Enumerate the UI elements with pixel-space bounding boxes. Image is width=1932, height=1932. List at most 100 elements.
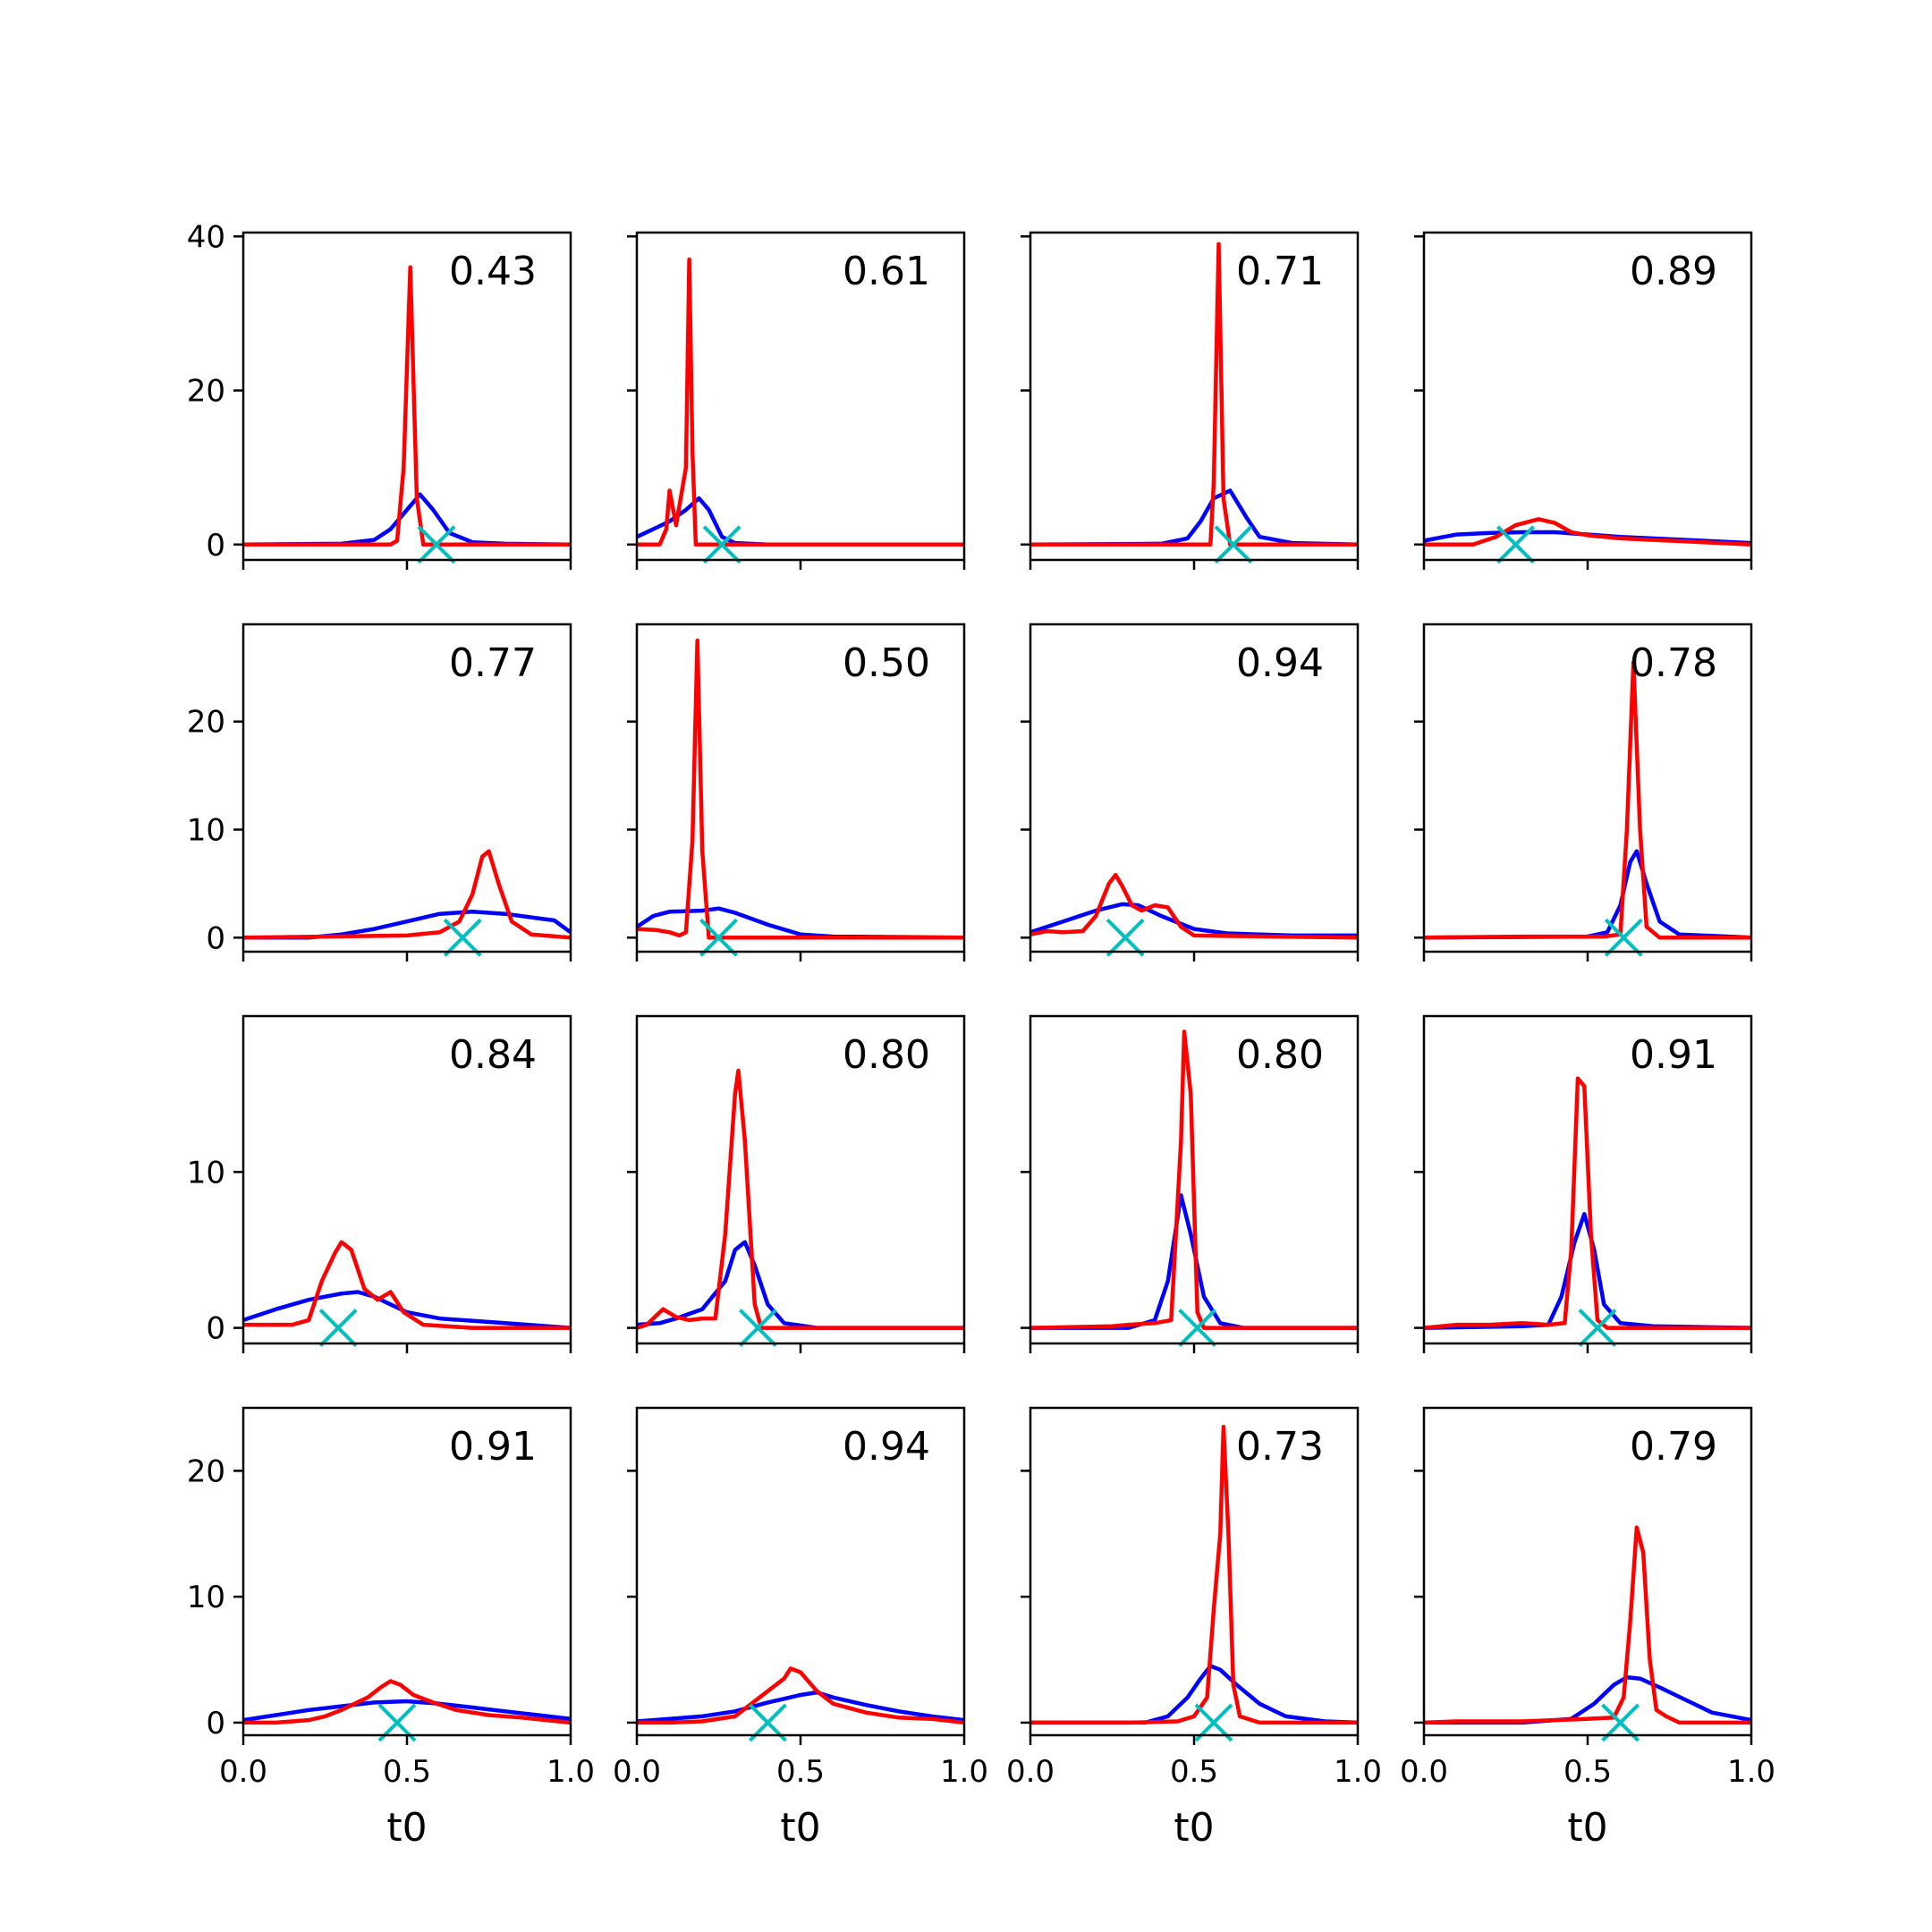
subplot-panel: 0.89 (1414, 231, 1753, 570)
y-tick-label: 0 (206, 1311, 225, 1347)
x-tick-label: 0.0 (613, 1754, 661, 1790)
subplot-panel: 0.94 0.0 0.5 1.0 t0 (613, 1406, 988, 1851)
x-marker (417, 525, 456, 564)
red-series-line (242, 849, 572, 940)
x-marker (702, 525, 741, 564)
panel-value-label: 0.78 (1630, 640, 1717, 686)
x-marker (1496, 525, 1535, 564)
subplot-panel: 0.71 (1021, 231, 1360, 570)
subplot-panel: 0.43 0 20 40 (187, 219, 572, 570)
panel-value-label: 0.84 (449, 1032, 537, 1078)
x-tick-label: 1.0 (547, 1754, 595, 1790)
x-tick-label: 1.0 (1334, 1754, 1382, 1790)
subplot-panel: 0.50 (627, 623, 966, 962)
blue-series-line (1030, 488, 1359, 547)
x-tick-label: 0.5 (1170, 1754, 1218, 1790)
subplot-panel: 0.94 (1021, 623, 1360, 962)
y-tick-label: 10 (187, 1580, 225, 1615)
red-series-line (637, 257, 964, 547)
red-series-line (1423, 1525, 1751, 1725)
blue-series-line (242, 1699, 572, 1723)
x-marker (318, 1309, 358, 1347)
y-tick-label: 20 (187, 374, 225, 410)
red-series-line (1423, 660, 1751, 940)
red-series-line (1424, 517, 1752, 547)
x-tick-label: 1.0 (1727, 1754, 1775, 1790)
y-tick-label: 0 (206, 920, 225, 956)
x-marker (739, 1309, 777, 1347)
x-tick-label: 0.0 (1400, 1754, 1448, 1790)
panel-value-label: 0.94 (843, 1424, 930, 1470)
subplot-panel: 0.80 (627, 1014, 966, 1353)
panel-value-label: 0.91 (1630, 1032, 1717, 1078)
x-axis-title: t0 (1174, 1805, 1214, 1851)
blue-series-line (242, 1290, 572, 1330)
x-marker (1214, 525, 1253, 564)
blue-series-line (242, 492, 572, 547)
x-marker (1178, 1309, 1217, 1347)
panel-value-label: 0.61 (843, 249, 930, 294)
y-tick-label: 10 (187, 1155, 225, 1191)
subplot-panel: 0.78 (1414, 623, 1753, 962)
y-tick-label: 10 (187, 813, 225, 849)
panel-value-label: 0.43 (449, 249, 537, 294)
panel-value-label: 0.91 (449, 1424, 537, 1470)
x-tick-label: 0.5 (1563, 1754, 1612, 1790)
panel-value-label: 0.73 (1236, 1424, 1324, 1470)
panel-value-label: 0.89 (1630, 249, 1717, 294)
panel-value-label: 0.77 (449, 640, 537, 686)
blue-series-line (636, 1240, 964, 1330)
blue-series-line (1424, 1674, 1752, 1725)
red-series-line (1423, 1076, 1751, 1330)
x-marker (699, 918, 738, 957)
x-marker (1578, 1309, 1617, 1347)
red-series-line (636, 638, 964, 940)
blue-series-line (635, 906, 965, 940)
red-series-line (1030, 1424, 1358, 1725)
subplot-panel: 0.84 0 10 (187, 1014, 572, 1353)
y-tick-label: 20 (187, 1453, 225, 1489)
x-marker (1604, 918, 1643, 957)
blue-series-line (1423, 849, 1752, 940)
red-series-line (637, 1666, 965, 1725)
subplot-panel: 0.80 (1021, 1014, 1360, 1353)
blue-series-line (1030, 1664, 1359, 1725)
panel-value-label: 0.80 (1236, 1032, 1324, 1078)
subplot-panel: 0.91 0 10 20 0.0 0.5 1.0 t0 (187, 1406, 595, 1851)
x-tick-label: 1.0 (940, 1754, 988, 1790)
x-axis-title: t0 (386, 1805, 427, 1851)
blue-series-line (636, 1690, 965, 1724)
subplot-panel: 0.91 (1414, 1014, 1753, 1353)
x-tick-label: 0.5 (776, 1754, 825, 1790)
panel-value-label: 0.50 (843, 640, 930, 686)
panel-value-label: 0.80 (843, 1032, 930, 1078)
panel-value-label: 0.79 (1630, 1424, 1717, 1470)
subplot-panel: 0.73 0.0 0.5 1.0 t0 (1006, 1406, 1382, 1851)
subplot-panel: 0.61 (627, 231, 966, 570)
red-series-line (636, 1068, 964, 1330)
x-axis-title: t0 (780, 1805, 820, 1851)
x-tick-label: 0.0 (219, 1754, 267, 1790)
panel-value-label: 0.71 (1236, 249, 1324, 294)
blue-series-line (1423, 1212, 1752, 1330)
red-series-line (1030, 872, 1359, 940)
red-series-line (243, 1240, 571, 1330)
x-marker (1106, 918, 1145, 957)
y-tick-label: 20 (187, 705, 225, 741)
subplot-panel: 0.79 0.0 0.5 1.0 t0 (1400, 1406, 1775, 1851)
panel-value-label: 0.94 (1236, 640, 1324, 686)
x-tick-label: 0.5 (383, 1754, 431, 1790)
red-series-line (243, 1679, 572, 1725)
red-series-line (1030, 242, 1358, 547)
red-series-line (243, 265, 571, 547)
x-axis-title: t0 (1567, 1805, 1607, 1851)
x-tick-label: 0.0 (1006, 1754, 1055, 1790)
x-marker (443, 918, 482, 957)
subplot-panel: 0.77 0 10 20 (187, 623, 572, 962)
y-tick-label: 0 (206, 1706, 225, 1741)
blue-series-line (636, 496, 964, 547)
y-tick-label: 40 (187, 219, 225, 255)
red-series-line (1030, 1030, 1358, 1330)
y-tick-label: 0 (206, 528, 225, 564)
